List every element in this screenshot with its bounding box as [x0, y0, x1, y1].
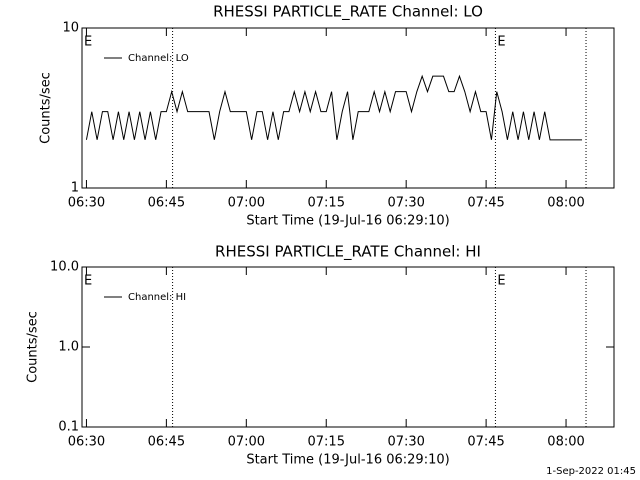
y-tick-label: 10.0 — [50, 260, 79, 275]
x-tick-label: 08:00 — [547, 196, 584, 211]
x-tick-label: 07:30 — [387, 435, 424, 450]
x-tick-label: 06:45 — [148, 435, 185, 450]
y-axis-label: Counts/sec — [26, 311, 41, 383]
x-tick-label: 08:00 — [547, 435, 584, 450]
x-tick-label: 07:30 — [387, 196, 424, 211]
x-tick-label: 07:15 — [308, 196, 345, 211]
footer: 1-Sep-2022 01:45 — [546, 466, 636, 477]
y-tick-label: 1 — [71, 181, 79, 196]
x-tick-label: 06:45 — [148, 196, 185, 211]
y-tick-label: 10 — [62, 21, 79, 36]
plot-frame — [81, 266, 615, 428]
x-tick-label: 06:30 — [68, 196, 105, 211]
x-tick-label: 07:15 — [308, 435, 345, 450]
x-axis-label: Start Time (19-Jul-16 06:29:10) — [246, 453, 449, 468]
annotation: E — [84, 274, 92, 289]
legend-label: Channel: LO — [128, 53, 189, 64]
x-tick-label: 07:45 — [467, 196, 504, 211]
chart-title: RHESSI PARTICLE_RATE Channel: LO — [213, 3, 483, 22]
legend-label: Channel: HI — [128, 292, 186, 303]
x-tick-label: 06:30 — [68, 435, 105, 450]
chart-title: RHESSI PARTICLE_RATE Channel: HI — [215, 243, 481, 262]
y-tick-label: 1.0 — [58, 340, 79, 355]
annotation: E — [84, 35, 92, 50]
x-tick-label: 07:00 — [228, 196, 265, 211]
data-line — [85, 74, 583, 141]
plot-frame — [81, 27, 615, 189]
y-axis-label: Counts/sec — [39, 72, 54, 144]
x-tick-label: 07:00 — [228, 435, 265, 450]
annotation: E — [497, 35, 505, 50]
annotation: E — [497, 274, 505, 289]
y-tick-label: 0.1 — [58, 420, 79, 435]
x-axis-label: Start Time (19-Jul-16 06:29:10) — [246, 214, 449, 229]
x-tick-label: 07:45 — [467, 435, 504, 450]
